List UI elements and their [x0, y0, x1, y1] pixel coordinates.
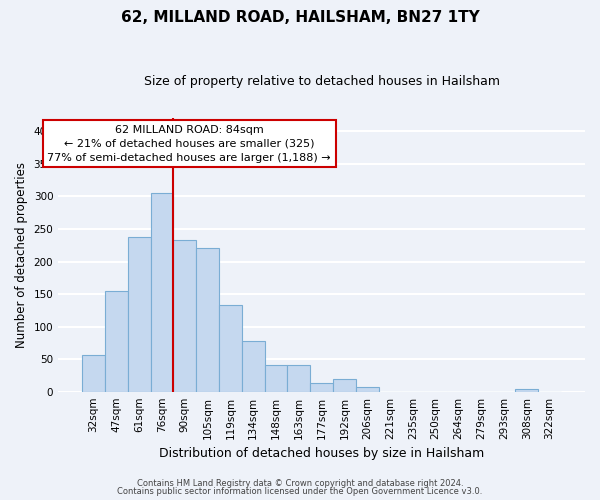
Bar: [333, 378, 356, 392]
Title: Size of property relative to detached houses in Hailsham: Size of property relative to detached ho…: [143, 75, 500, 88]
Y-axis label: Number of detached properties: Number of detached properties: [15, 162, 28, 348]
Bar: [128, 237, 151, 392]
Bar: [265, 365, 287, 392]
Bar: [173, 240, 196, 392]
Bar: [310, 382, 333, 392]
Text: 62, MILLAND ROAD, HAILSHAM, BN27 1TY: 62, MILLAND ROAD, HAILSHAM, BN27 1TY: [121, 10, 479, 25]
Bar: [356, 387, 379, 392]
Text: Contains public sector information licensed under the Open Government Licence v3: Contains public sector information licen…: [118, 487, 482, 496]
Bar: [242, 341, 265, 392]
Bar: [105, 291, 128, 392]
Bar: [82, 354, 105, 392]
X-axis label: Distribution of detached houses by size in Hailsham: Distribution of detached houses by size …: [159, 447, 484, 460]
Bar: [196, 248, 219, 392]
Bar: [287, 365, 310, 392]
Bar: [151, 193, 173, 392]
Bar: [515, 389, 538, 392]
Text: 62 MILLAND ROAD: 84sqm
← 21% of detached houses are smaller (325)
77% of semi-de: 62 MILLAND ROAD: 84sqm ← 21% of detached…: [47, 125, 331, 163]
Bar: [219, 305, 242, 392]
Text: Contains HM Land Registry data © Crown copyright and database right 2024.: Contains HM Land Registry data © Crown c…: [137, 478, 463, 488]
